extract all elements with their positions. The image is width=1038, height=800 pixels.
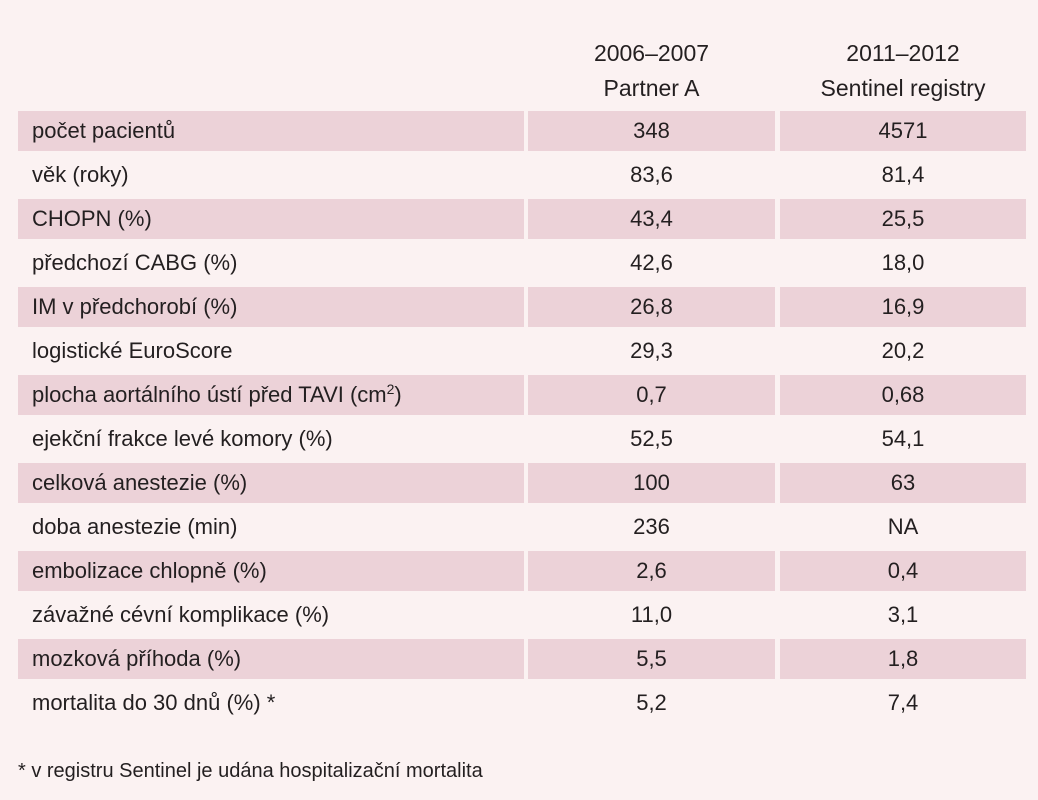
row-label: věk (roky) <box>18 155 524 195</box>
column-header-sentinel: 2011–2012 Sentinel registry <box>780 36 1026 106</box>
table-row: mortalita do 30 dnů (%) * 5,2 7,4 <box>18 683 1026 723</box>
row-label: mortalita do 30 dnů (%) * <box>18 683 524 723</box>
value-partner-a: 83,6 <box>630 162 673 187</box>
table-row: počet pacientů 348 4571 <box>18 111 1026 151</box>
row-label-text: počet pacientů <box>32 118 176 143</box>
value-partner-a: 29,3 <box>630 338 673 363</box>
row-label-text: CHOPN (%) <box>32 206 152 231</box>
table-row: celková anestezie (%) 100 63 <box>18 463 1026 503</box>
row-label-text: ejekční frakce levé komory (%) <box>32 426 333 451</box>
footnote: * v registru Sentinel je udána hospitali… <box>18 760 483 782</box>
row-label-text: mozková příhoda (%) <box>32 646 242 671</box>
value-partner-a: 26,8 <box>528 287 775 327</box>
column-header-sentinel-years: 2011–2012 <box>846 40 960 66</box>
row-label-text: embolizace chlopně (%) <box>32 558 267 583</box>
row-label-text: doba anestezie (min) <box>32 514 238 539</box>
table-header: 2006–2007 Partner A 2011–2012 Sentinel r… <box>0 36 1038 110</box>
value-partner-a: 52,5 <box>630 426 673 451</box>
row-label: IM v předchorobí (%) <box>18 287 524 327</box>
value-sentinel: 18,0 <box>881 250 925 275</box>
row-label-text: IM v předchorobí (%) <box>32 294 238 319</box>
row-label-text: závažné cévní komplikace (%) <box>32 602 330 627</box>
value-sentinel: 4571 <box>780 111 1026 151</box>
table-row: IM v předchorobí (%) 26,8 16,9 <box>18 287 1026 327</box>
row-label: mozková příhoda (%) <box>18 639 524 679</box>
value-sentinel: 25,5 <box>780 199 1026 239</box>
row-label: počet pacientů <box>18 111 524 151</box>
value-partner-a: 11,0 <box>630 602 673 627</box>
value-partner-a: 348 <box>528 111 775 151</box>
value-partner-a: 100 <box>528 463 775 503</box>
table-row: ejekční frakce levé komory (%) 52,5 54,1 <box>18 419 1026 459</box>
table-body: počet pacientů 348 4571 věk (roky) 83,6 81,4 C… <box>18 111 1026 727</box>
row-label: embolizace chlopně (%) <box>18 551 524 591</box>
table-row: závažné cévní komplikace (%) 11,0 3,1 <box>18 595 1026 635</box>
table-row: CHOPN (%) 43,4 25,5 <box>18 199 1026 239</box>
value-partner-a: 5,5 <box>528 639 775 679</box>
column-header-sentinel-name: Sentinel registry <box>820 75 986 101</box>
value-sentinel: 1,8 <box>780 639 1026 679</box>
row-label: ejekční frakce levé komory (%) <box>18 419 524 459</box>
row-label-text: mortalita do 30 dnů (%) * <box>32 690 276 715</box>
row-label-superscript: 2 <box>386 381 395 397</box>
row-label: plocha aortálního ústí před TAVI (cm2) <box>18 375 524 415</box>
table-row: embolizace chlopně (%) 2,6 0,4 <box>18 551 1026 591</box>
value-sentinel: 16,9 <box>780 287 1026 327</box>
row-label: logistické EuroScore <box>18 331 524 371</box>
value-partner-a: 236 <box>633 514 670 539</box>
value-sentinel: 7,4 <box>887 690 919 715</box>
table-row: doba anestezie (min) 236 NA <box>18 507 1026 547</box>
value-sentinel: NA <box>887 514 919 539</box>
row-label: předchozí CABG (%) <box>18 243 524 283</box>
table-row: logistické EuroScore 29,3 20,2 <box>18 331 1026 371</box>
value-partner-a: 2,6 <box>528 551 775 591</box>
row-label-text: věk (roky) <box>32 162 129 187</box>
value-partner-a: 0,7 <box>528 375 775 415</box>
column-header-partner-a: 2006–2007 Partner A <box>528 36 775 106</box>
table-row: mozková příhoda (%) 5,5 1,8 <box>18 639 1026 679</box>
row-label: doba anestezie (min) <box>18 507 524 547</box>
value-sentinel: 0,4 <box>780 551 1026 591</box>
value-sentinel: 81,4 <box>881 162 925 187</box>
row-label-text: celková anestezie (%) <box>32 470 248 495</box>
row-label: celková anestezie (%) <box>18 463 524 503</box>
row-label: závažné cévní komplikace (%) <box>18 595 524 635</box>
table-row: předchozí CABG (%) 42,6 18,0 <box>18 243 1026 283</box>
value-partner-a: 5,2 <box>636 690 667 715</box>
column-header-partner-a-years: 2006–2007 <box>593 40 710 66</box>
table-row: věk (roky) 83,6 81,4 <box>18 155 1026 195</box>
column-header-partner-a-name: Partner A <box>603 75 700 101</box>
table-row: plocha aortálního ústí před TAVI (cm2) 0,… <box>18 375 1026 415</box>
value-sentinel: 0,68 <box>780 375 1026 415</box>
value-partner-a: 42,6 <box>630 250 673 275</box>
row-label-text: logistické EuroScore <box>32 338 233 363</box>
row-label-tail: ) <box>394 382 402 407</box>
row-label-text: předchozí CABG (%) <box>32 250 238 275</box>
value-sentinel: 63 <box>780 463 1026 503</box>
value-partner-a: 43,4 <box>528 199 775 239</box>
value-sentinel: 3,1 <box>887 602 919 627</box>
row-label-text: plocha aortálního ústí před TAVI (cm <box>32 382 387 407</box>
value-sentinel: 54,1 <box>881 426 925 451</box>
value-sentinel: 20,2 <box>881 338 925 363</box>
row-label: CHOPN (%) <box>18 199 524 239</box>
